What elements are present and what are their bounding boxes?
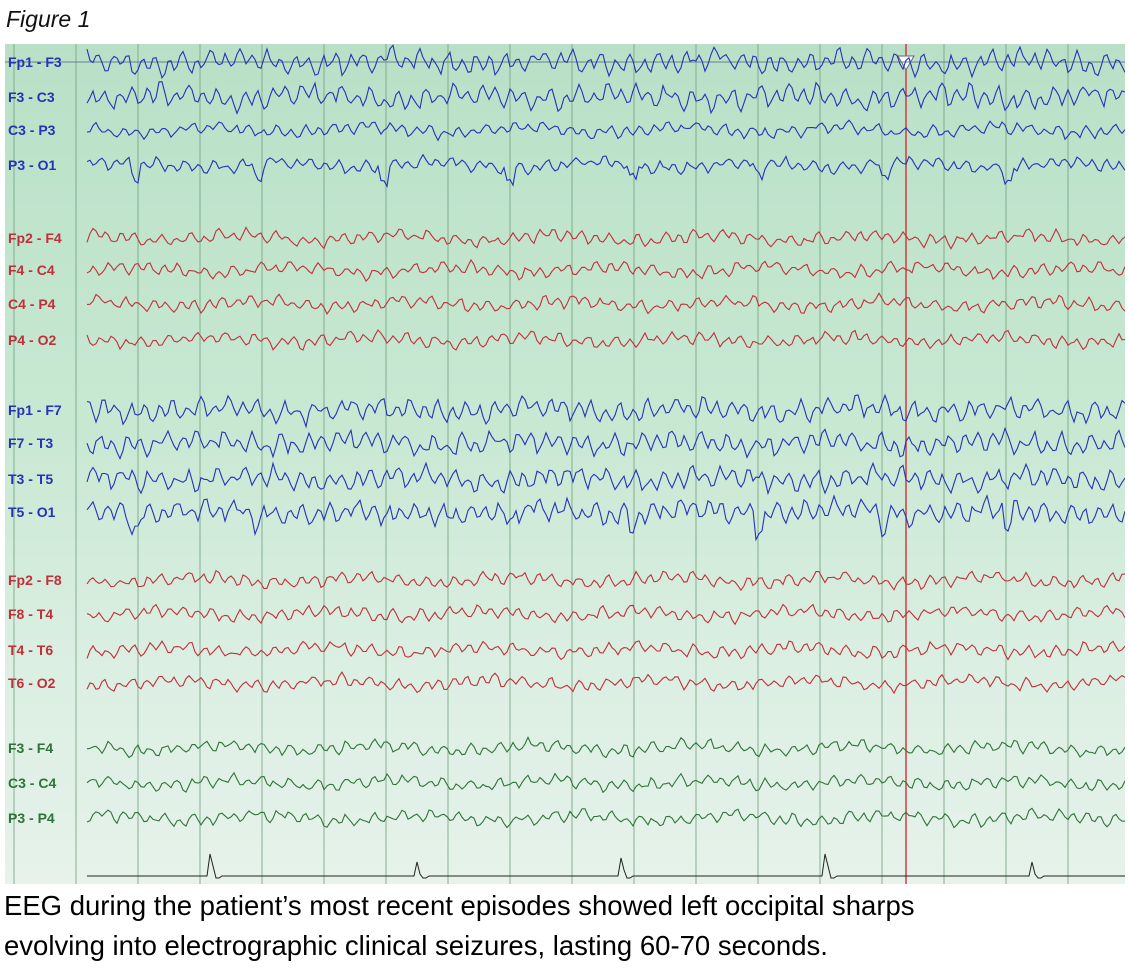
channel-label: F4 - C4 bbox=[8, 262, 55, 278]
channel-label: F3 - F4 bbox=[8, 740, 54, 756]
channel-label: T6 - O2 bbox=[8, 675, 56, 691]
channel-label: Fp1 - F3 bbox=[8, 54, 62, 70]
eeg-trace bbox=[86, 153, 1125, 188]
eeg-screen: Fp1 - F3 F3 - C3 C3 - P3 P3 - O1 Fp2 - F4 F4 … bbox=[5, 44, 1125, 884]
channel-label: Fp2 - F4 bbox=[8, 230, 62, 246]
eeg-trace bbox=[86, 226, 1125, 250]
caption-line: EEG during the patient’s most recent epi… bbox=[4, 890, 915, 921]
channel-label: T5 - O1 bbox=[8, 504, 56, 520]
eeg-trace bbox=[86, 329, 1125, 351]
eeg-trace bbox=[86, 493, 1125, 542]
eeg-trace bbox=[86, 44, 1125, 80]
channel-label: P3 - P4 bbox=[8, 810, 55, 826]
channel-label: Fp2 - F8 bbox=[8, 572, 62, 588]
eeg-trace bbox=[86, 81, 1125, 115]
eeg-trace bbox=[86, 119, 1125, 142]
caption-line: evolving into electrographic clinical se… bbox=[4, 930, 828, 961]
channel-label: F3 - C3 bbox=[8, 89, 55, 105]
channel-label: P4 - O2 bbox=[8, 332, 57, 348]
eeg-trace bbox=[86, 807, 1125, 829]
caption: EEG during the patient’s most recent epi… bbox=[4, 886, 915, 966]
channel-label: F7 - T3 bbox=[8, 435, 54, 451]
eeg-trace bbox=[86, 393, 1125, 429]
channel-label: C4 - P4 bbox=[8, 296, 56, 312]
eeg-trace bbox=[86, 640, 1125, 661]
channel-label: Fp1 - F7 bbox=[8, 402, 62, 418]
eeg-trace bbox=[86, 771, 1125, 794]
channel-label: T4 - T6 bbox=[8, 642, 54, 658]
eeg-trace bbox=[86, 461, 1125, 496]
eeg-trace bbox=[86, 671, 1125, 695]
eeg-trace bbox=[86, 258, 1125, 283]
eeg-trace bbox=[86, 735, 1125, 759]
eeg-trace bbox=[86, 292, 1125, 315]
channel-label: C3 - C4 bbox=[8, 775, 57, 791]
channel-label: F8 - T4 bbox=[8, 606, 54, 622]
figure-title: Figure 1 bbox=[6, 6, 91, 32]
eeg-trace bbox=[86, 603, 1125, 626]
ecg-trace bbox=[87, 853, 1125, 879]
eeg-trace bbox=[86, 569, 1125, 592]
channel-label: C3 - P3 bbox=[8, 122, 56, 138]
eeg-traces bbox=[5, 44, 1125, 884]
eeg-trace bbox=[86, 426, 1125, 461]
channel-label: P3 - O1 bbox=[8, 157, 57, 173]
channel-label: T3 - T5 bbox=[8, 471, 54, 487]
